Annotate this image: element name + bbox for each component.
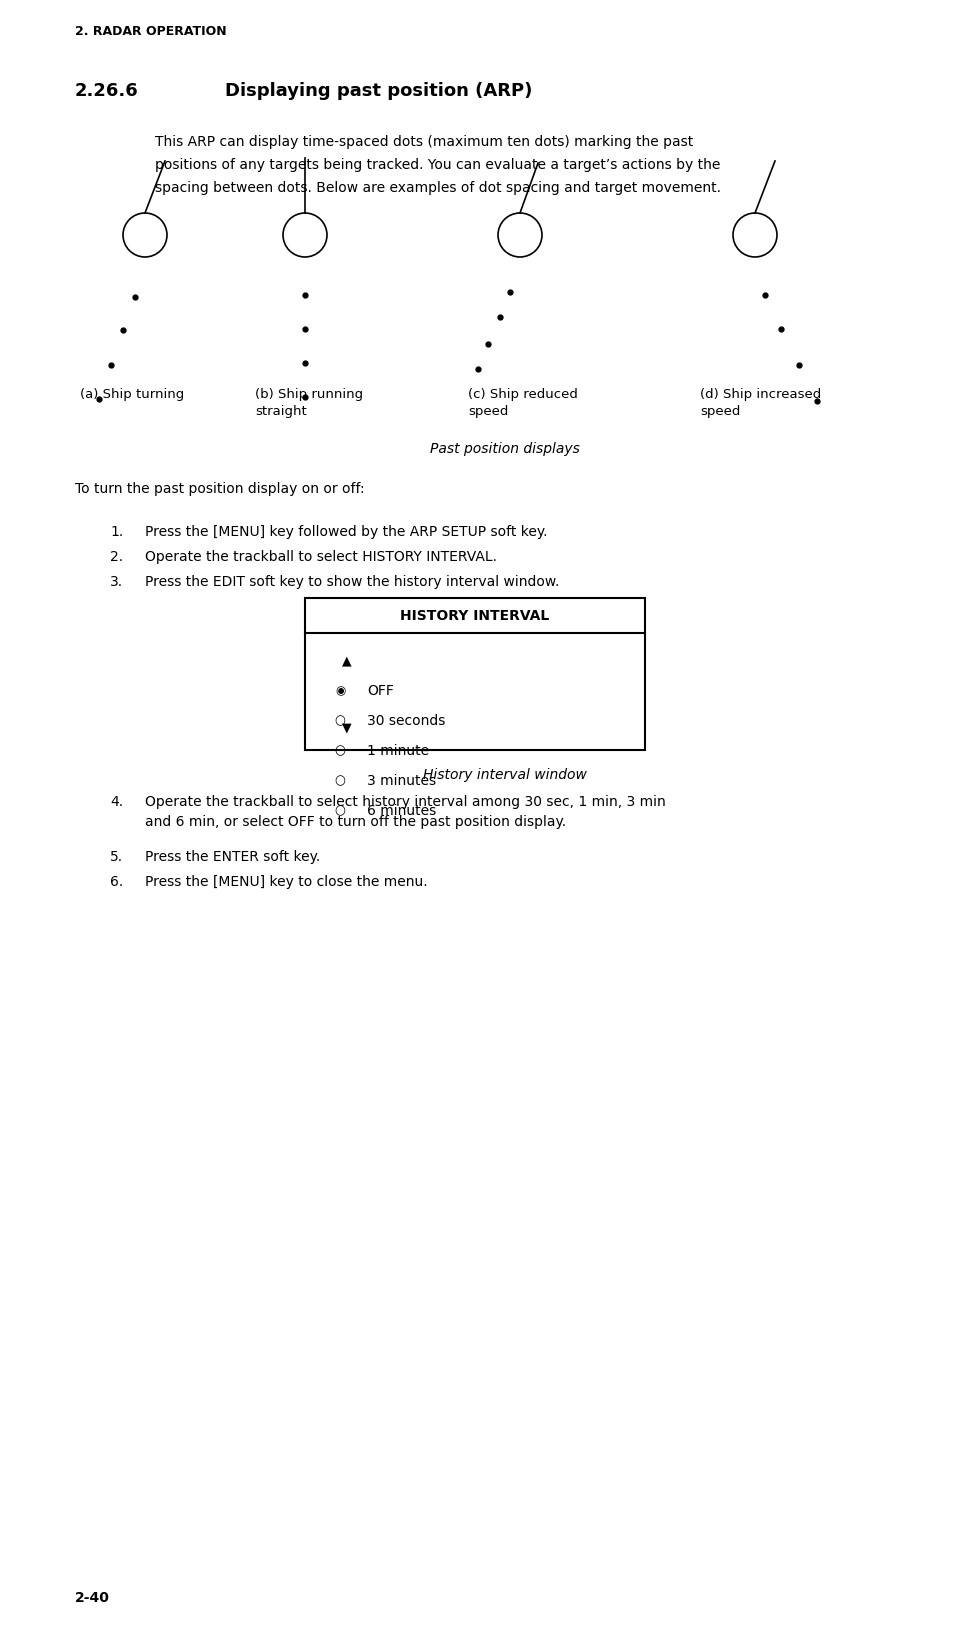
Text: 4.: 4. xyxy=(110,796,123,809)
Text: (c) Ship reduced
speed: (c) Ship reduced speed xyxy=(468,387,578,418)
Text: Press the ENTER soft key.: Press the ENTER soft key. xyxy=(145,850,320,864)
Text: 2.: 2. xyxy=(110,551,123,564)
Text: OFF: OFF xyxy=(367,685,394,698)
Text: Displaying past position (ARP): Displaying past position (ARP) xyxy=(225,82,532,100)
Text: ○: ○ xyxy=(335,745,346,758)
Text: 5.: 5. xyxy=(110,850,123,864)
Bar xyxy=(305,598,645,750)
Text: 3.: 3. xyxy=(110,575,123,588)
Text: Past position displays: Past position displays xyxy=(430,443,580,456)
Text: Press the EDIT soft key to show the history interval window.: Press the EDIT soft key to show the hist… xyxy=(145,575,559,588)
Text: 2. RADAR OPERATION: 2. RADAR OPERATION xyxy=(75,25,226,38)
Text: ○: ○ xyxy=(335,775,346,788)
Text: This ARP can display time-spaced dots (maximum ten dots) marking the past: This ARP can display time-spaced dots (m… xyxy=(155,136,693,149)
Text: 30 seconds: 30 seconds xyxy=(367,714,446,729)
Text: ▲: ▲ xyxy=(342,655,352,668)
Text: Press the [MENU] key to close the menu.: Press the [MENU] key to close the menu. xyxy=(145,874,427,889)
Text: Operate the trackball to select history interval among 30 sec, 1 min, 3 min
and : Operate the trackball to select history … xyxy=(145,796,666,828)
Text: (d) Ship increased
speed: (d) Ship increased speed xyxy=(700,387,821,418)
Text: 6 minutes: 6 minutes xyxy=(367,804,436,819)
Text: ▼: ▼ xyxy=(342,722,352,735)
Text: ○: ○ xyxy=(335,714,346,727)
Text: 2.26.6: 2.26.6 xyxy=(75,82,139,100)
Text: spacing between dots. Below are examples of dot spacing and target movement.: spacing between dots. Below are examples… xyxy=(155,181,721,194)
Text: History interval window: History interval window xyxy=(423,768,586,783)
Text: HISTORY INTERVAL: HISTORY INTERVAL xyxy=(400,608,550,623)
Text: ◉: ◉ xyxy=(335,685,345,698)
Text: To turn the past position display on or off:: To turn the past position display on or … xyxy=(75,482,365,497)
Text: (a) Ship turning: (a) Ship turning xyxy=(80,387,184,400)
Text: 1 minute: 1 minute xyxy=(367,743,429,758)
Text: positions of any targets being tracked. You can evaluate a target’s actions by t: positions of any targets being tracked. … xyxy=(155,158,720,172)
Text: 1.: 1. xyxy=(110,525,123,539)
Text: 6.: 6. xyxy=(110,874,123,889)
Text: ○: ○ xyxy=(335,804,346,817)
Text: Press the [MENU] key followed by the ARP SETUP soft key.: Press the [MENU] key followed by the ARP… xyxy=(145,525,548,539)
Text: (b) Ship running
straight: (b) Ship running straight xyxy=(255,387,363,418)
Text: Operate the trackball to select HISTORY INTERVAL.: Operate the trackball to select HISTORY … xyxy=(145,551,497,564)
Text: 2-40: 2-40 xyxy=(75,1592,110,1605)
Text: 3 minutes: 3 minutes xyxy=(367,775,436,788)
